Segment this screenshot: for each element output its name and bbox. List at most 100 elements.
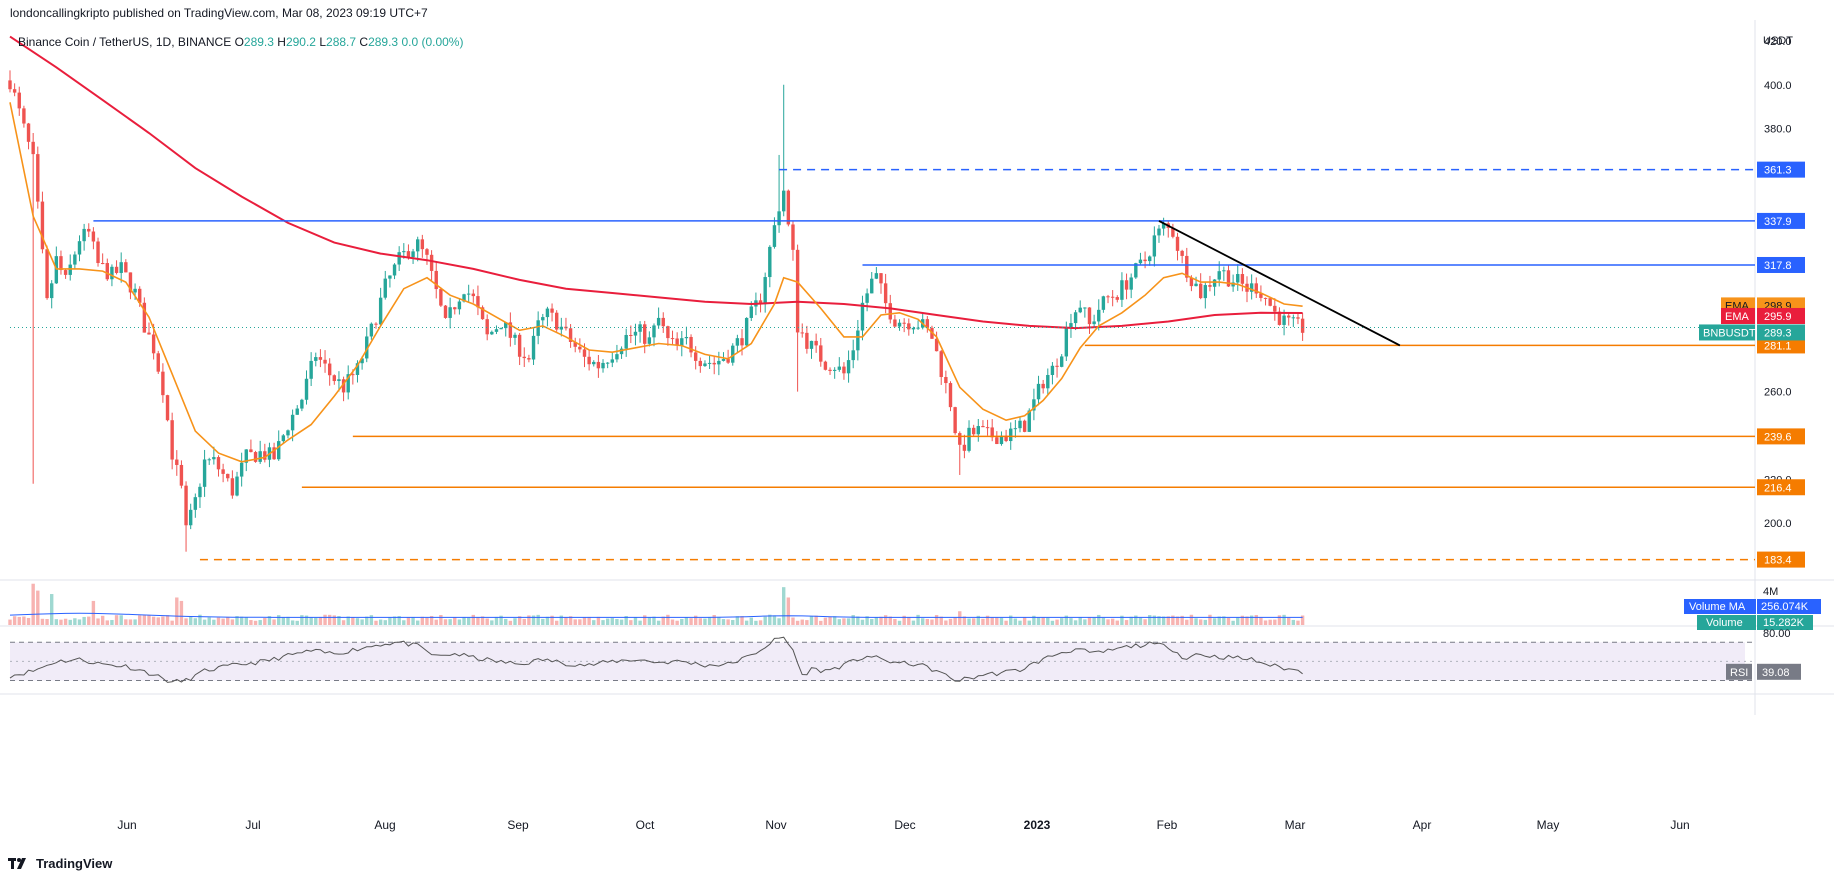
candle-body [717, 360, 721, 365]
volume-bar [939, 616, 943, 625]
volume-bar [656, 620, 661, 625]
candle-body [1013, 428, 1018, 430]
volume-bar [40, 618, 45, 625]
x-tick-label: May [1537, 818, 1560, 832]
candle-body [731, 345, 735, 363]
volume-bar [193, 618, 198, 625]
volume-bar [1124, 620, 1129, 625]
volume-bar [684, 617, 689, 625]
volume-bar [647, 617, 652, 625]
candle-body [212, 457, 216, 460]
candle-body [466, 293, 471, 295]
volume-bar [782, 587, 786, 625]
volume-bar [1097, 614, 1101, 625]
price-tag-value-box [1757, 324, 1805, 341]
volume-bar [351, 617, 355, 625]
x-tick-label: Mar [1285, 818, 1306, 832]
volume-bar [976, 615, 980, 625]
volume-value-box [1757, 615, 1813, 630]
volume-bar [443, 619, 448, 625]
candle-body [735, 338, 740, 346]
volume-bar [119, 615, 123, 625]
candle-body [1073, 312, 1078, 324]
candle-body [1004, 435, 1008, 442]
level-tag-label: 216.4 [1764, 482, 1792, 494]
candle-body [1055, 365, 1059, 367]
volume-ma-name-box [1684, 599, 1756, 614]
candle-body [786, 190, 791, 225]
volume-bar [661, 616, 665, 625]
volume-bar [290, 620, 295, 625]
volume-bar [202, 619, 207, 625]
volume-bar [934, 615, 939, 625]
volume-bar [1175, 616, 1180, 625]
x-tick-label: Aug [374, 818, 395, 832]
candle-body [277, 441, 281, 460]
volume-bar [735, 616, 740, 625]
volume-bar [883, 615, 888, 625]
candle-body [703, 363, 707, 367]
candle-body [916, 327, 920, 329]
volume-ma-name: Volume MA [1689, 601, 1746, 613]
candle-body [87, 228, 91, 232]
volume-bar [369, 615, 374, 625]
volume-bar [907, 616, 911, 625]
volume-bar [1194, 618, 1198, 625]
volume-bar [1073, 620, 1078, 625]
candle-body [272, 447, 276, 460]
candle-body [939, 351, 943, 378]
candle-body [1189, 277, 1194, 287]
candle-body [763, 277, 767, 305]
candle-body [263, 451, 267, 460]
volume-bar [216, 617, 221, 625]
volume-bar [670, 619, 675, 625]
volume-bar [22, 616, 26, 625]
volume-bar [1161, 616, 1166, 625]
volume-bar [536, 614, 540, 625]
volume-bar [893, 618, 897, 625]
volume-bar [249, 620, 253, 625]
x-tick-label: Nov [765, 818, 786, 832]
volume-bar [1198, 619, 1203, 625]
volume-bar [925, 618, 930, 625]
candle-body [388, 275, 392, 279]
candle-body [114, 266, 119, 273]
candle-body [82, 228, 86, 242]
candle-body [1212, 279, 1217, 287]
candle-body [1273, 305, 1277, 312]
volume-bar [63, 618, 68, 625]
volume-bar [967, 618, 971, 625]
candle-body [1180, 250, 1184, 256]
volume-bar [1004, 620, 1008, 625]
x-tick-label: Feb [1157, 818, 1178, 832]
rsi-value-box [1757, 663, 1801, 680]
volume-bar [170, 620, 174, 625]
candle-body [842, 366, 846, 374]
volume-bar [397, 616, 401, 625]
volume-ma-line [9, 612, 1303, 618]
volume-bar [749, 617, 753, 625]
candle-body [1101, 296, 1106, 310]
level-tag-label: 317.8 [1764, 260, 1792, 272]
candle-body [740, 338, 744, 346]
volume-bar [179, 600, 184, 625]
volume-bar [392, 616, 397, 625]
candle-body [494, 329, 499, 332]
volume-bar [800, 619, 804, 625]
candle-body [795, 249, 800, 333]
volume-bar [327, 614, 332, 625]
candle-body [981, 426, 985, 428]
candle-body [629, 334, 633, 336]
volume-bar [105, 620, 109, 625]
volume-bar [221, 618, 225, 625]
candle-body [337, 379, 341, 382]
volume-bar [1249, 615, 1254, 625]
volume-bar [1240, 615, 1245, 625]
candle-body [832, 369, 837, 371]
tradingview-brand[interactable]: TradingView [8, 856, 112, 871]
volume-bar [17, 616, 21, 625]
volume-bar [962, 616, 967, 625]
volume-bar [1208, 614, 1212, 625]
candle-body [744, 317, 749, 346]
